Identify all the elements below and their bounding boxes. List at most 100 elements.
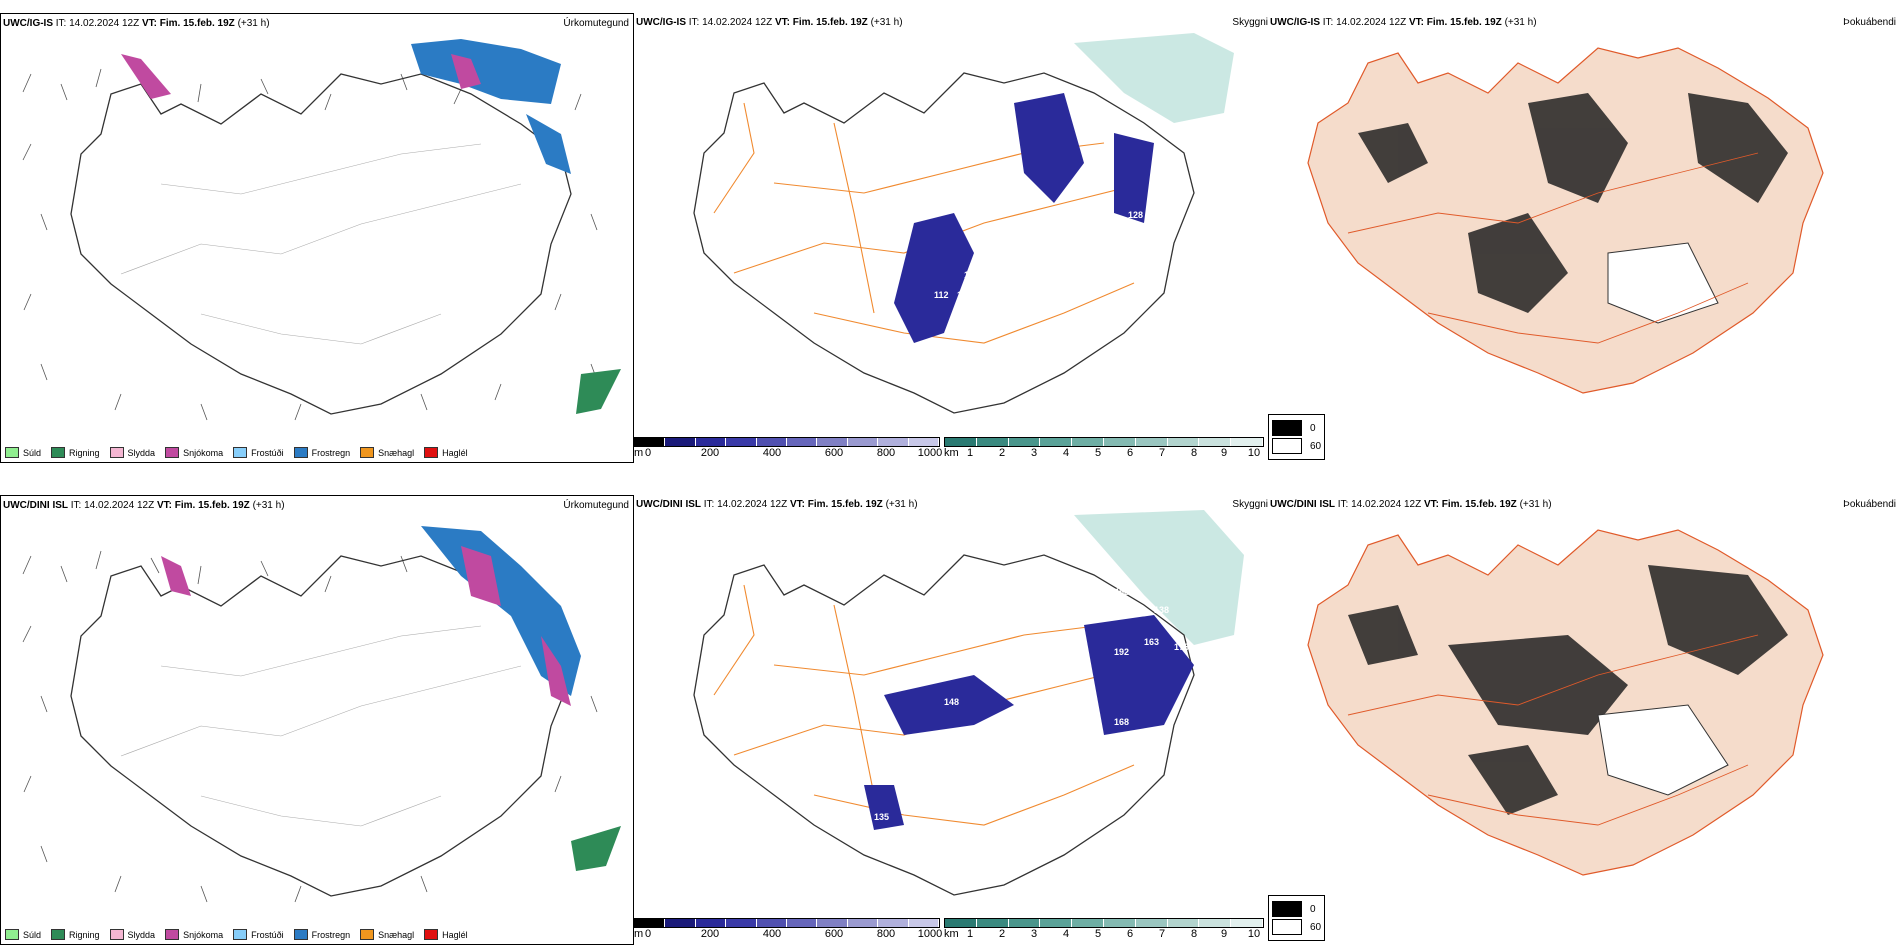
cloud-label: 458 bbox=[1114, 587, 1129, 597]
cloud-base-areas bbox=[894, 93, 1154, 343]
cloud-label: 135 bbox=[874, 812, 889, 822]
legend-swatch bbox=[5, 929, 19, 940]
glacier bbox=[1597, 704, 1729, 796]
scale-ticks: m 0 200 400 600 800 1000 bbox=[634, 928, 943, 942]
cloud-label: 141 bbox=[1017, 284, 1032, 294]
cloud-label: 148 bbox=[944, 697, 959, 707]
cloud-label: 138 bbox=[1154, 605, 1169, 615]
scale-bar bbox=[944, 437, 1264, 447]
rigning-area bbox=[571, 826, 621, 871]
init-time: 14.02.2024 12Z bbox=[717, 499, 788, 510]
init-time: 14.02.2024 12Z bbox=[84, 500, 155, 511]
cloud-panel-2: UWC/DINI ISL IT: 14.02.2024 12Z VT: Fim.… bbox=[634, 495, 1268, 945]
cloud-label: 854 bbox=[1084, 549, 1099, 559]
cloud-label: 125 bbox=[869, 350, 884, 360]
frostregn-area-e bbox=[526, 114, 571, 174]
cloud-label: 141 bbox=[974, 315, 989, 325]
tick-label: 3 bbox=[1030, 928, 1038, 940]
cloud-base-areas bbox=[864, 615, 1194, 830]
tick-label: 800 bbox=[876, 447, 896, 459]
model-name: UWC/DINI ISL bbox=[636, 499, 701, 510]
cloud-base-scale-2: m 0 200 400 600 800 1000 bbox=[634, 918, 943, 942]
lead-time: (+31 h) bbox=[870, 17, 903, 28]
legend-item: Snjókoma bbox=[165, 929, 223, 940]
precip-legend: Súld Rigning Slydda Snjókoma Frostúði Fr… bbox=[5, 447, 468, 458]
tick-label: 0 bbox=[644, 447, 652, 459]
panel-header: UWC/IG-IS IT: 14.02.2024 12Z VT: Fim. 15… bbox=[1270, 17, 1537, 28]
model-name: UWC/IG-IS bbox=[1270, 17, 1320, 28]
cloud-label: 163 bbox=[1144, 637, 1159, 647]
valid-time: Fim. 15.feb. 19Z bbox=[1441, 499, 1517, 510]
init-time: 14.02.2024 12Z bbox=[1351, 499, 1422, 510]
tick-label: 4 bbox=[1062, 928, 1070, 940]
iceland-coast bbox=[70, 555, 572, 897]
legend-swatch bbox=[165, 929, 180, 940]
panel-header: UWC/IG-IS IT: 14.02.2024 12Z VT: Fim. 15… bbox=[3, 18, 270, 29]
scale-ticks: km 1 2 3 4 5 6 7 8 9 10 bbox=[944, 447, 1264, 461]
legend-swatch bbox=[424, 447, 439, 458]
scale-bar bbox=[944, 918, 1264, 928]
legend-swatch bbox=[293, 447, 308, 458]
tick-label: 1 bbox=[966, 928, 974, 940]
glacier bbox=[1607, 242, 1719, 324]
iceland-coast bbox=[70, 73, 572, 415]
tick-label: 200 bbox=[700, 928, 720, 940]
it-label: IT: bbox=[1337, 499, 1349, 510]
legend-swatch bbox=[51, 447, 66, 458]
vt-label: VT: bbox=[774, 17, 790, 28]
fog-legend-row: 0 bbox=[1272, 901, 1321, 917]
cloud-label: 118 bbox=[964, 270, 979, 280]
cloud-labels: 854 458 245 138 163 173 192 148 135 155 … bbox=[874, 549, 1189, 822]
cloud-panel-1: UWC/IG-IS IT: 14.02.2024 12Z VT: Fim. 15… bbox=[634, 13, 1268, 463]
rigning-area bbox=[576, 369, 621, 414]
legend-item: Haglél bbox=[424, 447, 468, 458]
cloud-label: 155 bbox=[1074, 720, 1089, 730]
tick-label: 1000 bbox=[917, 928, 943, 940]
cloud-base-scale-1: m 0 200 400 600 800 1000 bbox=[634, 437, 943, 461]
fog-legend-row: 0 bbox=[1272, 420, 1321, 436]
precip-panel-2: UWC/DINI ISL IT: 14.02.2024 12Z VT: Fim.… bbox=[0, 495, 634, 945]
model-name: UWC/DINI ISL bbox=[3, 500, 68, 511]
valid-time: Fim. 15.feb. 19Z bbox=[807, 499, 883, 510]
cloud-label: 245 bbox=[1064, 617, 1079, 627]
legend-swatch bbox=[5, 447, 19, 458]
tick-label: 6 bbox=[1126, 447, 1134, 459]
tick-label: 9 bbox=[1220, 447, 1228, 459]
cloud-label: 116 bbox=[934, 350, 949, 360]
valid-time: Fim. 15.feb. 19Z bbox=[792, 17, 868, 28]
scale-ticks: km 1 2 3 4 5 6 7 8 9 10 bbox=[944, 928, 1264, 942]
tick-label: 4 bbox=[1062, 447, 1070, 459]
legend-item: Haglél bbox=[424, 929, 468, 940]
cloud-labels: 175 112 132 118 141 128 141 116 125 119 bbox=[869, 210, 1143, 360]
fog-legend-row: 60 bbox=[1272, 438, 1321, 454]
valid-time: Fim. 15.feb. 19Z bbox=[159, 18, 235, 29]
legend-item: Rigning bbox=[51, 929, 100, 940]
lead-time: (+31 h) bbox=[885, 499, 918, 510]
cloud-label: 128 bbox=[1128, 210, 1143, 220]
roads bbox=[120, 143, 522, 345]
legend-swatch bbox=[233, 929, 248, 940]
fog-areas bbox=[1358, 93, 1788, 313]
snjokoma-area-nw bbox=[121, 54, 171, 99]
legend-item: Frostúði bbox=[233, 447, 284, 458]
panel-header: UWC/DINI ISL IT: 14.02.2024 12Z VT: Fim.… bbox=[3, 500, 285, 511]
scale-unit: km bbox=[944, 928, 959, 940]
legend-item: Snjókoma bbox=[165, 447, 223, 458]
panel-type-label: Úrkomutegund bbox=[563, 18, 629, 29]
snjokoma-area bbox=[461, 546, 501, 606]
legend-item: Frostúði bbox=[233, 929, 284, 940]
tick-label: 8 bbox=[1190, 447, 1198, 459]
wind-barbs bbox=[22, 68, 598, 421]
tick-label: 7 bbox=[1158, 447, 1166, 459]
tick-label: 600 bbox=[824, 928, 844, 940]
cloud-label: 119 bbox=[919, 350, 934, 360]
fog-panel-1: UWC/IG-IS IT: 14.02.2024 12Z VT: Fim. 15… bbox=[1268, 13, 1900, 463]
legend-swatch bbox=[165, 447, 180, 458]
iceland-coast bbox=[693, 554, 1195, 896]
vt-label: VT: bbox=[789, 499, 805, 510]
tick-label: 1000 bbox=[917, 447, 943, 459]
visibility-shade bbox=[1074, 510, 1244, 645]
vt-label: VT: bbox=[1408, 17, 1424, 28]
lead-time: (+31 h) bbox=[1504, 17, 1537, 28]
lead-time: (+31 h) bbox=[252, 500, 285, 511]
